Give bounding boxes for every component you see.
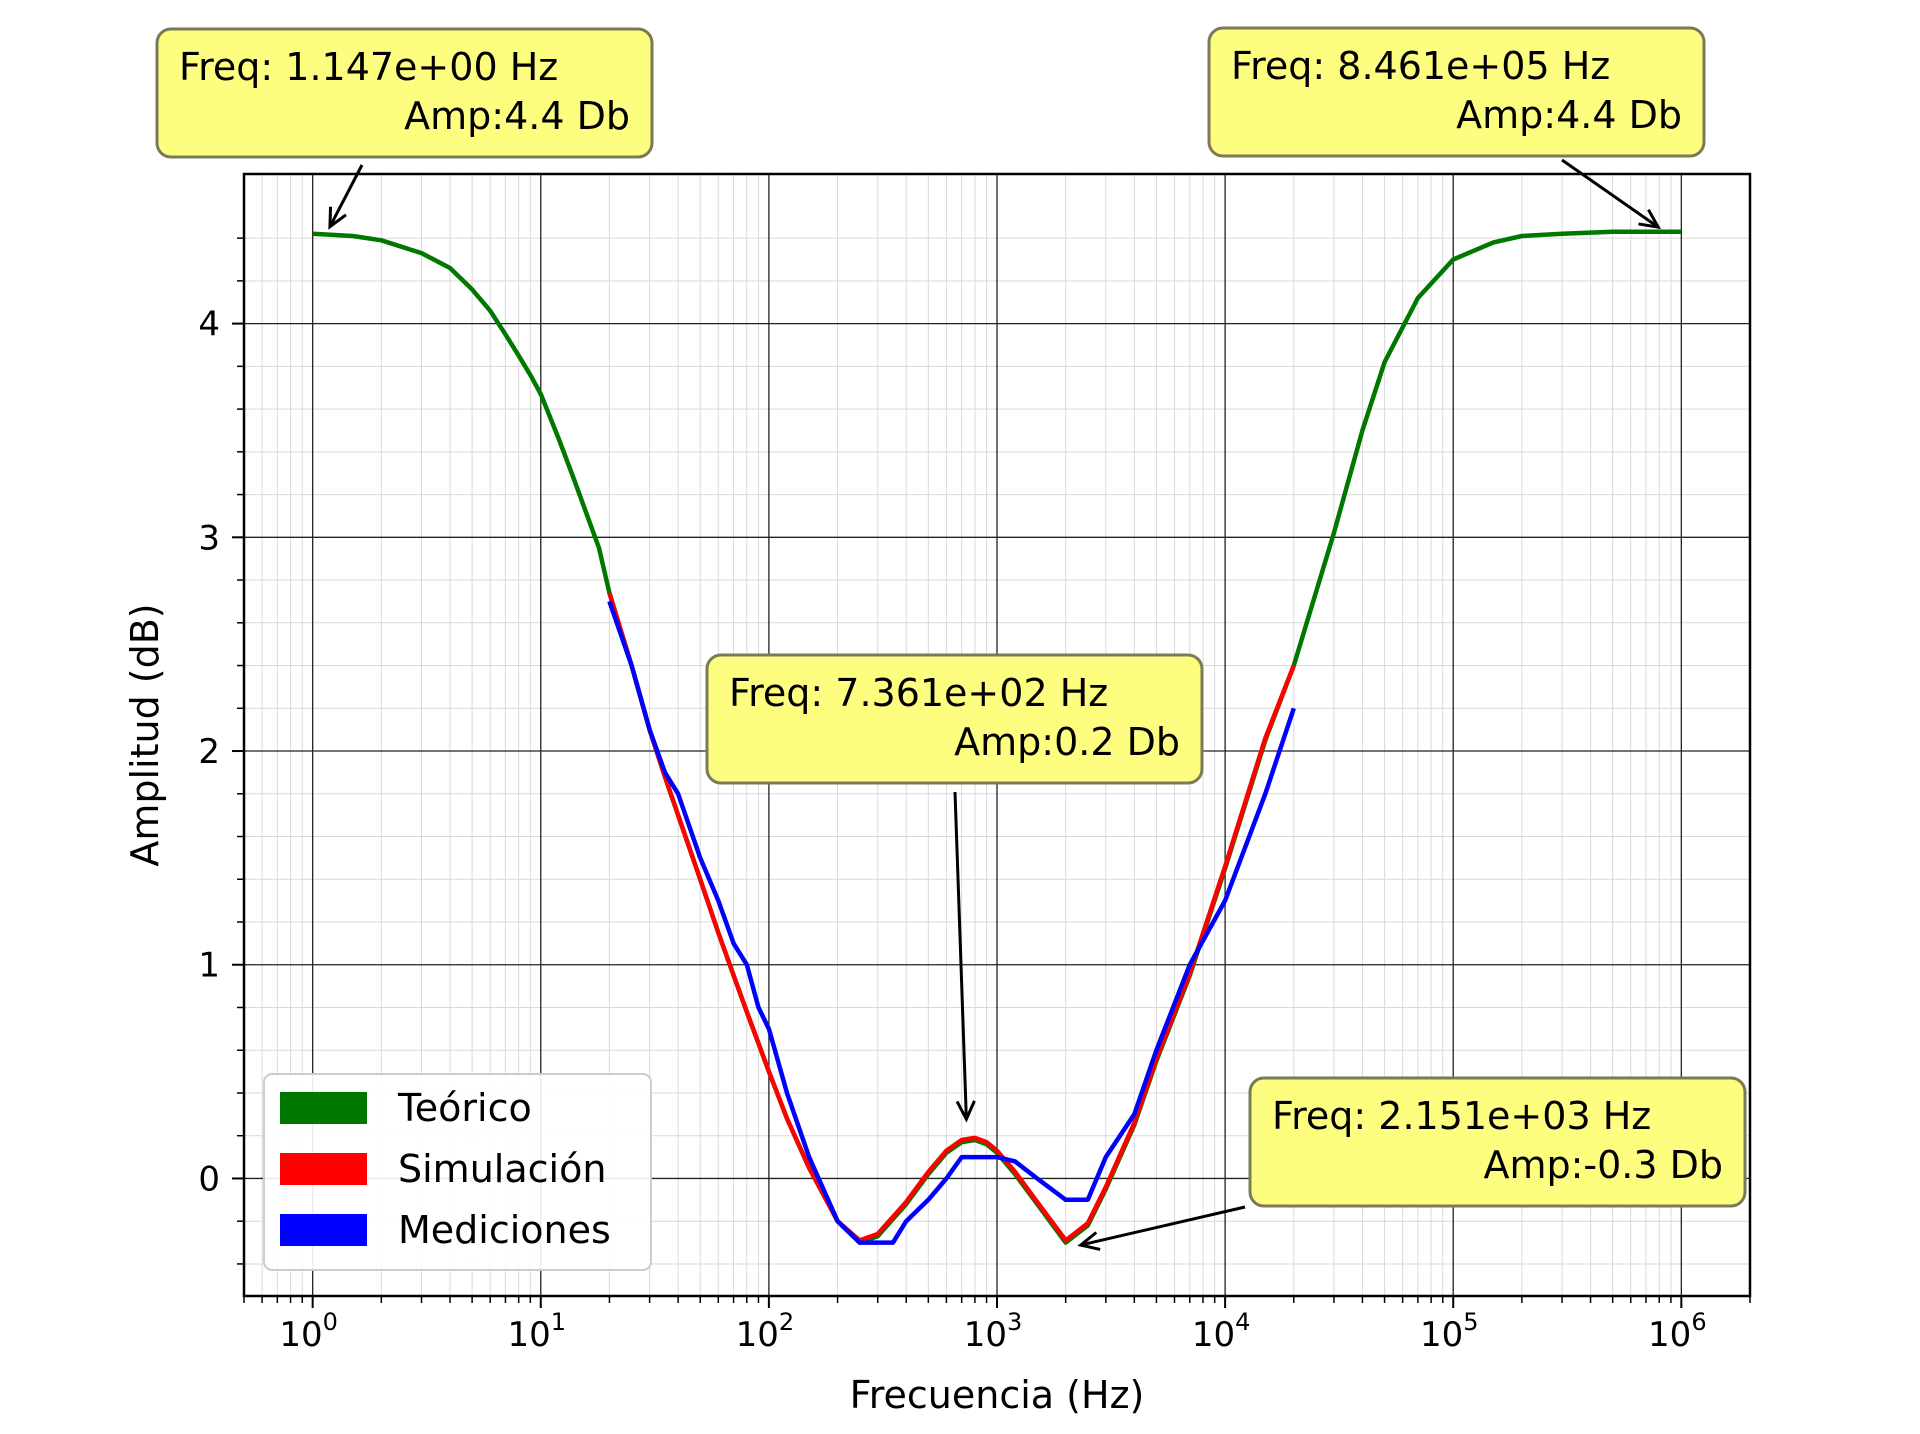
annotation-arrow: [328, 164, 364, 228]
legend-swatch-1: [280, 1092, 367, 1124]
x-tick-label: 101: [508, 1308, 567, 1355]
annotation-arrowhead: [1638, 208, 1662, 230]
annotation-box: [155, 27, 654, 159]
x-tick-label: 100: [279, 1308, 338, 1355]
annotation-arrow: [953, 791, 968, 1120]
annotation-freq: Freq: 8.461e+05 Hz: [1231, 44, 1610, 88]
annotation-amp: Amp:4.4 Db: [1456, 93, 1682, 137]
ticks-layer: 100 101 102 103 104 105 106 0 1 2 3 4: [198, 237, 1751, 1355]
annotation-4: Freq: 2.151e+03 Hz Amp:-0.3 Db: [1077, 1076, 1747, 1251]
x-tick-label: 104: [1192, 1308, 1251, 1355]
x-tick-label: 103: [964, 1308, 1023, 1355]
y-tick-label: 4: [198, 305, 220, 345]
legend: Teórico Simulación Mediciones: [263, 1073, 652, 1271]
y-tick-label: 0: [198, 1159, 220, 1199]
annotation-freq: Freq: 2.151e+03 Hz: [1272, 1094, 1651, 1138]
annotation-freq: Freq: 7.361e+02 Hz: [729, 671, 1108, 715]
annotation-box: [1248, 1076, 1747, 1208]
annotation-box: [705, 653, 1204, 785]
annotation-amp: Amp:4.4 Db: [404, 94, 630, 138]
legend-swatch-3: [280, 1214, 367, 1246]
annotation-freq: Freq: 1.147e+00 Hz: [179, 45, 558, 89]
legend-label-1: Teórico: [397, 1086, 532, 1130]
legend-label-3: Mediciones: [398, 1208, 611, 1252]
legend-swatch-2: [280, 1153, 367, 1185]
y-tick-label: 2: [198, 732, 220, 772]
annotation-arrow: [1561, 158, 1660, 229]
annotation-arrowhead: [1077, 1231, 1101, 1251]
x-tick-label: 106: [1648, 1308, 1707, 1355]
annotation-amp: Amp:0.2 Db: [954, 720, 1180, 764]
annotation-arrow: [1080, 1205, 1246, 1247]
annotation-arrowhead: [328, 206, 347, 230]
y-tick-label: 1: [198, 946, 220, 986]
series-line-2: [607, 592, 1296, 1243]
legend-label-2: Simulación: [398, 1147, 606, 1191]
y-tick-label: 3: [198, 518, 220, 558]
y-axis-label: Amplitud (dB): [123, 603, 167, 866]
annotation-1: Freq: 1.147e+00 Hz Amp:4.4 Db: [155, 27, 654, 230]
annotation-box: [1207, 26, 1706, 158]
annotation-2: Freq: 8.461e+05 Hz Amp:4.4 Db: [1207, 26, 1706, 230]
series-layer: [312, 229, 1682, 1245]
annotation-amp: Amp:-0.3 Db: [1483, 1143, 1723, 1187]
x-tick-label: 105: [1420, 1308, 1479, 1355]
x-axis-label: Frecuencia (Hz): [850, 1373, 1145, 1417]
annotation-arrowhead: [955, 1100, 976, 1123]
x-tick-label: 102: [736, 1308, 795, 1355]
series-line-3: [607, 600, 1296, 1245]
annotation-3: Freq: 7.361e+02 Hz Amp:0.2 Db: [705, 653, 1204, 1123]
